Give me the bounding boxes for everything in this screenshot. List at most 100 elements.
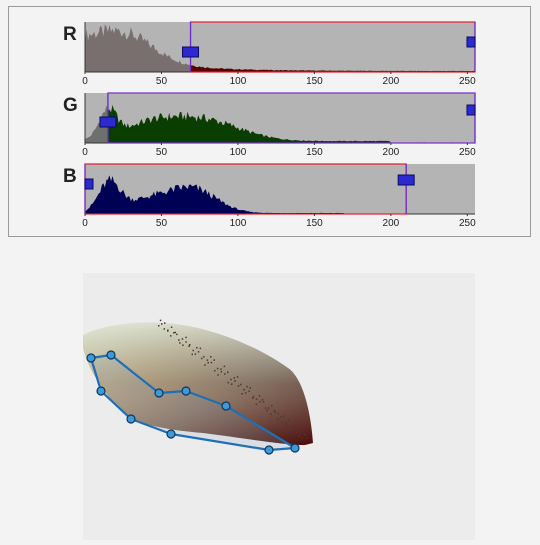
cloud-speckle [230,383,233,385]
x-tick-label: 200 [383,147,400,158]
histogram-selected-bars [190,65,475,72]
cloud-speckle [252,397,254,400]
low-threshold-handle[interactable] [182,46,200,58]
cloud-speckle [194,353,197,355]
high-threshold-handle[interactable] [466,36,476,48]
cloud-speckle [271,404,273,407]
low-threshold-handle[interactable] [84,178,94,190]
cloud-speckle [199,347,202,350]
cloud-speckle [298,435,300,437]
cloud-speckle [255,398,258,400]
cloud-speckle [213,359,216,361]
cloud-speckle [264,407,267,409]
cloud-speckle [185,336,187,339]
polygon-vertex-handle[interactable] [221,401,231,411]
high-threshold-handle[interactable] [397,174,415,186]
cloud-speckle [176,333,178,336]
x-tick-label: 150 [306,218,323,229]
histogram-selected-bars [107,104,476,143]
cloud-speckle [241,393,243,395]
histogram-r[interactable]: R 0 50 100 150 200 250 [63,21,476,87]
cloud-speckle [207,362,209,364]
cloud-speckle [159,319,162,322]
polygon-vertex-handle[interactable] [86,353,96,363]
polygon-vertex-handle[interactable] [290,443,300,453]
channel-label: B [63,166,77,187]
x-tick-label: 100 [230,147,247,158]
color-cloud-plot[interactable] [83,273,475,540]
histogram-g[interactable]: G 0 50 100 150 200 250 [63,92,476,158]
x-tick-label: 250 [459,218,476,229]
cloud-speckle [170,335,172,337]
cloud-speckle [196,346,198,349]
cloud-speckle [178,339,180,341]
x-tick-label: 50 [156,147,168,158]
cloud-speckle [283,415,285,417]
cloud-speckle [281,421,283,423]
color-space-scatter-panel[interactable] [83,273,475,540]
cloud-speckle [273,409,276,412]
cloud-speckle [223,365,226,368]
cloud-speckle [261,399,264,401]
high-threshold-handle[interactable] [466,104,476,116]
x-tick-label: 200 [383,76,400,87]
cloud-speckle [280,416,282,418]
histogram-b[interactable]: B 0 50 100 150 200 250 [63,163,476,229]
low-threshold-handle[interactable] [99,116,117,128]
cloud-speckle [164,322,166,324]
x-tick-label: 150 [306,76,323,87]
cloud-speckle [216,367,219,370]
polygon-vertex-handle[interactable] [106,350,116,360]
polygon-vertex-handle[interactable] [96,386,106,396]
polygon-vertex-handle[interactable] [166,429,176,439]
cloud-speckle [203,356,205,358]
cloud-speckle [304,434,306,436]
cloud-speckle [286,423,288,426]
cloud-speckle [181,338,184,340]
histogram-selected-bars [85,175,407,214]
cloud-speckle [234,380,236,382]
cloud-speckle [210,361,213,364]
cloud-speckle [248,390,250,392]
cloud-speckle [233,377,236,379]
cloud-speckle [240,383,242,386]
cloud-speckle [301,437,303,439]
cloud-speckle [230,378,232,381]
cloud-speckle [306,437,309,439]
cloud-speckle [204,364,206,366]
x-tick-label: 100 [230,76,247,87]
histogram-excluded-bars [85,24,191,72]
cloud-speckle [258,395,261,397]
cloud-speckle [220,370,223,373]
cloud-speckle [277,418,279,420]
polygon-vertex-handle[interactable] [264,445,274,455]
color-threshold-histogram-panel: R 0 50 100 150 200 250 G 0 50 100 150 200 250 B 0 50 100 1… [8,6,531,237]
cloud-speckle [170,326,173,328]
cloud-speckle [227,381,229,384]
cloud-speckle [236,376,239,378]
cloud-speckle [244,392,247,394]
x-tick-label: 50 [156,218,168,229]
cloud-speckle [289,428,291,430]
cloud-speckle [188,345,190,347]
cloud-speckle [292,424,294,427]
cloud-speckle [185,341,187,343]
cloud-speckle [224,373,226,375]
cloud-speckle [182,344,184,346]
cloud-speckle [299,431,301,433]
polygon-vertex-handle[interactable] [154,388,164,398]
cloud-speckle [268,407,270,409]
cloud-speckle [252,395,255,398]
channel-label: R [63,24,77,45]
x-tick-label: 200 [383,218,400,229]
x-tick-label: 50 [156,76,168,87]
cloud-speckle [220,368,222,370]
polygon-vertex-handle[interactable] [126,414,136,424]
cloud-speckle [210,356,212,358]
cloud-speckle [266,409,268,412]
cloud-speckle [206,359,209,361]
polygon-vertex-handle[interactable] [181,386,191,396]
cloud-speckle [243,388,245,391]
x-tick-label: 0 [82,76,88,87]
cloud-speckle [200,357,203,360]
